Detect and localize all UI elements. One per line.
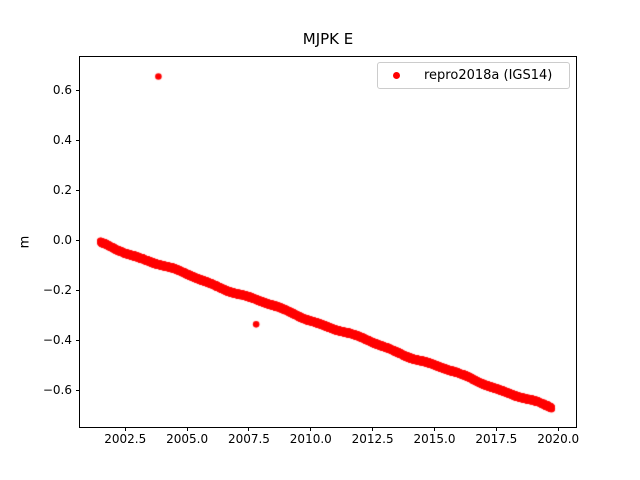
y-tick-mark — [76, 290, 80, 292]
x-tick-label: 2005.0 — [166, 432, 209, 446]
y-tick-mark — [76, 190, 80, 192]
x-tick-label: 2002.5 — [104, 432, 147, 446]
y-tick-label: 0.4 — [52, 132, 72, 147]
y-tick-mark — [76, 240, 80, 242]
x-tick-label: 2010.0 — [289, 432, 332, 446]
y-tick-label: 0.6 — [52, 82, 72, 97]
y-tick-mark — [76, 390, 80, 392]
legend: repro2018a (IGS14) — [377, 62, 570, 89]
x-tick-mark — [433, 427, 435, 431]
y-tick-label: −0.4 — [42, 332, 72, 347]
x-tick-label: 2020.0 — [537, 432, 580, 446]
chart-title: MJPK E — [302, 30, 354, 48]
y-tick-mark — [76, 340, 80, 342]
x-tick-mark — [495, 427, 497, 431]
x-tick-label: 2015.0 — [413, 432, 456, 446]
x-tick-mark — [248, 427, 250, 431]
x-tick-label: 2017.5 — [475, 432, 518, 446]
x-tick-mark — [372, 427, 374, 431]
y-tick-label: 0.0 — [52, 232, 72, 247]
legend-dot-icon — [393, 72, 400, 79]
x-tick-label: 2007.5 — [227, 432, 270, 446]
y-tick-mark — [76, 140, 80, 142]
x-tick-mark — [186, 427, 188, 431]
y-tick-mark — [76, 90, 80, 92]
legend-entry-label: repro2018a (IGS14) — [424, 68, 553, 83]
x-tick-mark — [310, 427, 312, 431]
y-tick-label: 0.2 — [52, 182, 72, 197]
x-tick-mark — [557, 427, 559, 431]
x-tick-mark — [124, 427, 126, 431]
plot-area — [79, 56, 577, 428]
y-tick-label: −0.2 — [42, 282, 72, 297]
y-tick-label: −0.6 — [42, 382, 72, 397]
x-tick-label: 2012.5 — [351, 432, 394, 446]
scatter-points-canvas — [81, 58, 577, 428]
